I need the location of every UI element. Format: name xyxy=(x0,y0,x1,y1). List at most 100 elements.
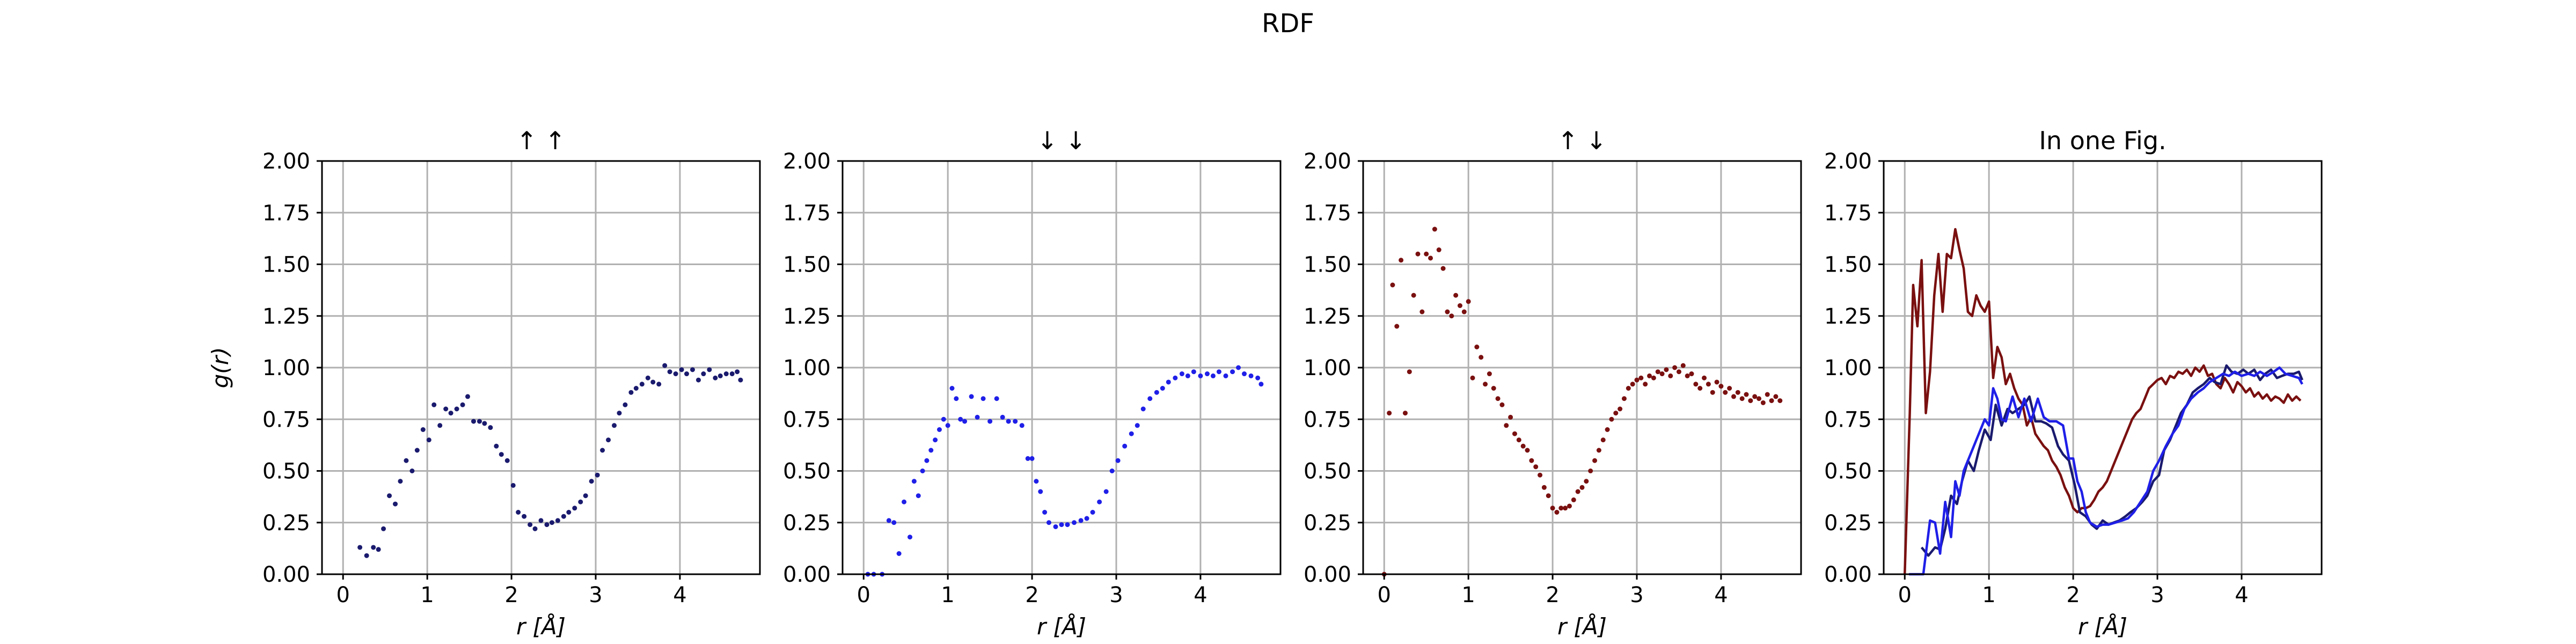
y-tick-label: 0.50 xyxy=(783,459,831,484)
subplot-3: 0 1 2 3 4 0.00 0.25 0.50 0.75 1.00 1.25 1.50 1.75 2.0… xyxy=(1304,126,1802,640)
data-point xyxy=(1135,423,1140,428)
data-point xyxy=(600,448,605,453)
y-tick-label: 0.25 xyxy=(1824,511,1872,536)
data-point xyxy=(1680,363,1686,368)
data-point xyxy=(1034,479,1039,484)
data-point xyxy=(1664,367,1669,372)
subplot-title: In one Fig. xyxy=(2039,126,2166,155)
x-axis-label: r [Å] xyxy=(1557,613,1607,640)
y-tick-label: 2.00 xyxy=(1304,149,1351,174)
data-point xyxy=(1160,386,1165,391)
data-point xyxy=(1550,506,1555,511)
data-point xyxy=(928,448,934,453)
data-point xyxy=(920,469,925,473)
data-point xyxy=(1735,390,1740,395)
data-point xyxy=(667,369,672,375)
data-point xyxy=(1445,309,1450,314)
data-point xyxy=(1013,419,1018,424)
data-point xyxy=(696,377,701,383)
y-tick-label: 0.00 xyxy=(1304,562,1351,587)
data-point xyxy=(723,371,729,377)
data-point xyxy=(1000,414,1005,420)
y-axis-label: g(r) xyxy=(207,347,233,389)
data-point xyxy=(958,416,963,422)
data-point xyxy=(1525,448,1530,453)
data-point xyxy=(1748,398,1753,404)
y-tick-label: 0.00 xyxy=(262,562,310,587)
data-point xyxy=(1204,371,1210,377)
data-point xyxy=(941,416,946,422)
data-point xyxy=(1588,469,1593,473)
data-point xyxy=(969,394,974,399)
x-tick-label: 4 xyxy=(673,583,686,608)
data-point xyxy=(1647,373,1652,378)
subplot-title: ↓ ↓ xyxy=(1037,126,1086,155)
y-tick-label: 0.50 xyxy=(1824,459,1872,484)
data-point xyxy=(387,493,392,499)
data-point xyxy=(1575,489,1580,494)
data-point xyxy=(1495,396,1501,401)
data-point xyxy=(1006,419,1011,424)
data-point xyxy=(1676,369,1681,375)
data-point xyxy=(448,411,453,416)
data-point xyxy=(650,379,656,385)
data-point xyxy=(1592,458,1598,463)
data-point xyxy=(1042,510,1048,515)
data-point xyxy=(662,363,668,368)
data-point xyxy=(679,367,684,372)
data-point xyxy=(1399,258,1404,263)
data-point xyxy=(718,373,723,378)
data-point xyxy=(1436,247,1441,253)
data-point xyxy=(1432,226,1437,232)
y-tick-label: 0.00 xyxy=(783,562,831,587)
data-point xyxy=(465,394,470,399)
data-point xyxy=(735,369,740,375)
data-point xyxy=(1387,411,1392,416)
data-point xyxy=(371,545,376,550)
data-point xyxy=(1538,472,1543,478)
y-tick-label: 1.25 xyxy=(1824,304,1872,329)
data-point xyxy=(1554,510,1560,515)
data-point xyxy=(1752,394,1758,399)
data-point xyxy=(1516,437,1521,443)
data-point xyxy=(949,386,955,391)
data-point xyxy=(891,520,897,525)
series-line-3 xyxy=(1909,366,2303,576)
x-tick-label: 2 xyxy=(1546,583,1559,608)
data-point xyxy=(1457,303,1462,308)
data-point xyxy=(1706,382,1711,387)
data-point xyxy=(1147,396,1153,401)
data-point xyxy=(1558,506,1564,511)
data-point xyxy=(1512,431,1517,436)
data-point xyxy=(1019,423,1024,428)
data-point xyxy=(1474,345,1480,349)
data-point xyxy=(1419,309,1425,314)
x-tick-label: 2 xyxy=(1025,583,1038,608)
y-tick-label: 0.25 xyxy=(783,511,831,536)
data-point xyxy=(1258,382,1264,387)
data-point xyxy=(1230,369,1235,375)
data-point xyxy=(1571,497,1576,502)
data-point xyxy=(623,402,628,407)
y-tick-label: 0.75 xyxy=(262,407,310,432)
data-point xyxy=(1198,373,1203,378)
data-point xyxy=(1103,489,1109,494)
data-point xyxy=(1449,313,1454,319)
data-point xyxy=(1065,522,1070,528)
subplots: 0 1 2 3 4 0.00 0.25 0.50 0.75 1.00 1.25 1.50 1.75 2.0… xyxy=(207,126,2323,640)
y-tick-label: 1.50 xyxy=(262,253,310,277)
data-point xyxy=(1638,375,1644,380)
subplot-4: 0 1 2 3 4 0.00 0.25 0.50 0.75 1.00 1.25 1.50 1.75 2.0… xyxy=(1824,126,2323,640)
data-point xyxy=(595,472,600,478)
data-point xyxy=(538,518,544,523)
data-point xyxy=(1584,479,1589,484)
data-point xyxy=(494,443,499,449)
data-point xyxy=(431,402,437,407)
data-point xyxy=(1605,427,1610,432)
y-tick-label: 1.75 xyxy=(1304,201,1351,225)
figure-title: RDF xyxy=(1262,9,1314,39)
data-point xyxy=(1546,493,1551,499)
data-point xyxy=(1567,503,1572,509)
data-point xyxy=(1402,411,1408,416)
data-point xyxy=(1710,390,1715,395)
